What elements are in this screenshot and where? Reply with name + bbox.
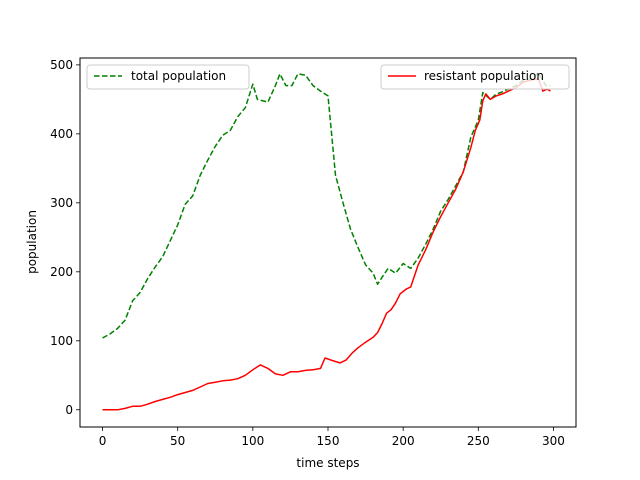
x-axis-label: time steps: [296, 456, 359, 470]
x-tick-label: 0: [99, 434, 107, 448]
y-tick-label: 0: [65, 403, 73, 417]
y-tick-label: 200: [50, 265, 73, 279]
series-line-resistant-population: [102, 77, 551, 411]
y-tick-label: 500: [50, 58, 73, 72]
legend-label-resistant-population: resistant population: [424, 69, 544, 83]
series-line-total-population: [102, 72, 551, 339]
plot-lines: [102, 72, 551, 411]
y-tick-label: 300: [50, 196, 73, 210]
x-tick-label: 100: [241, 434, 264, 448]
legend-resistant-population: resistant population: [380, 64, 570, 90]
legend-total-population: total population: [86, 64, 250, 90]
x-tick-label: 250: [467, 434, 490, 448]
x-tick-label: 150: [317, 434, 340, 448]
x-tick-label: 50: [170, 434, 185, 448]
y-axis-ticks: 0 100 200 300 400 500: [50, 58, 80, 417]
y-tick-label: 400: [50, 127, 73, 141]
x-tick-label: 300: [542, 434, 565, 448]
y-tick-label: 100: [50, 334, 73, 348]
legend-label-total-population: total population: [131, 69, 226, 83]
legend-box: [86, 64, 250, 90]
y-axis-label: population: [25, 210, 39, 274]
x-tick-label: 200: [392, 434, 415, 448]
legend-box: [380, 64, 570, 90]
x-axis-ticks: 0 50 100 150 200 250 300: [99, 427, 565, 448]
